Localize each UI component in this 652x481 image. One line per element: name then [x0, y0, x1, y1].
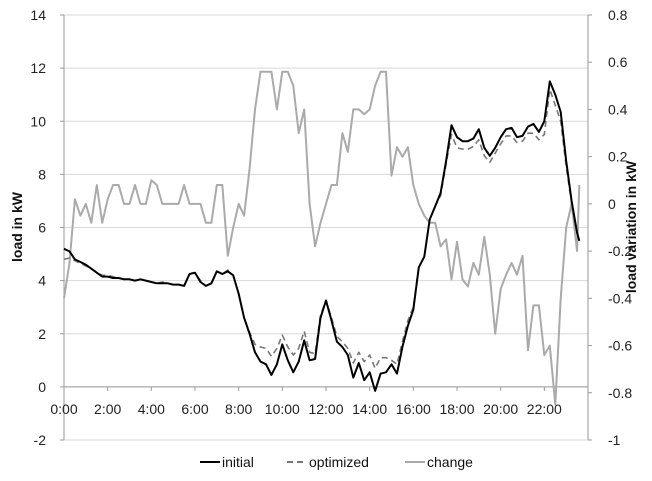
right-tick-label: -0.2: [608, 243, 632, 259]
x-tick-label: 18:00: [439, 401, 474, 417]
right-tick-label: -0.6: [608, 338, 632, 354]
series-lines: [63, 70, 581, 406]
left-tick-label: -2: [34, 432, 47, 448]
x-tick-label: 16:00: [396, 401, 431, 417]
series-optimized-line: [63, 88, 581, 370]
gridlines: [64, 14, 588, 441]
legend: initial optimized change: [200, 454, 473, 470]
right-tick-label: 0.6: [608, 54, 628, 70]
right-tick-label: -1: [608, 432, 621, 448]
left-tick-label: 8: [38, 166, 46, 182]
right-tick-label: -0.8: [608, 385, 632, 401]
right-axis-title: load variation in kW: [623, 160, 639, 293]
right-tick-label: 0.2: [608, 149, 628, 165]
left-tick-label: 6: [38, 220, 46, 236]
left-axis-ticks: -2 0 2 4 6 8 10 12 14: [30, 7, 64, 448]
x-tick-label: 8:00: [225, 401, 252, 417]
left-tick-label: 2: [38, 326, 46, 342]
left-tick-label: 12: [30, 60, 46, 76]
x-tick-label: 10:00: [265, 401, 300, 417]
x-tick-label: 0:00: [50, 401, 77, 417]
right-tick-label: 0.8: [608, 7, 628, 23]
right-tick-label: -0.4: [608, 290, 632, 306]
right-axis-ticks: -1 -0.8 -0.6 -0.4 -0.2 0 0.2 0.4 0.6 0.8: [588, 7, 632, 448]
series-change-line: [63, 70, 581, 406]
left-tick-label: 4: [38, 273, 46, 289]
left-axis-title: load in kW: [9, 191, 25, 262]
left-tick-label: 0: [38, 379, 46, 395]
x-axis-ticks: 0:00 2:00 4:00 6:00 8:00 10:00 12:00 14:00 16:00…: [50, 386, 562, 417]
x-tick-label: 12:00: [308, 401, 343, 417]
left-tick-label: 14: [30, 7, 46, 23]
x-tick-label: 20:00: [483, 401, 518, 417]
x-tick-label: 4:00: [138, 401, 165, 417]
left-tick-label: 10: [30, 113, 46, 129]
x-tick-label: 2:00: [94, 401, 121, 417]
legend-label-initial: initial: [222, 454, 254, 470]
x-tick-label: 6:00: [181, 401, 208, 417]
legend-label-change: change: [427, 454, 473, 470]
x-tick-label: 14:00: [352, 401, 387, 417]
x-tick-label: 22:00: [527, 401, 562, 417]
series-initial-line: [63, 80, 581, 392]
right-tick-label: 0: [608, 196, 616, 212]
legend-label-optimized: optimized: [309, 454, 369, 470]
right-tick-label: 0.4: [608, 101, 628, 117]
